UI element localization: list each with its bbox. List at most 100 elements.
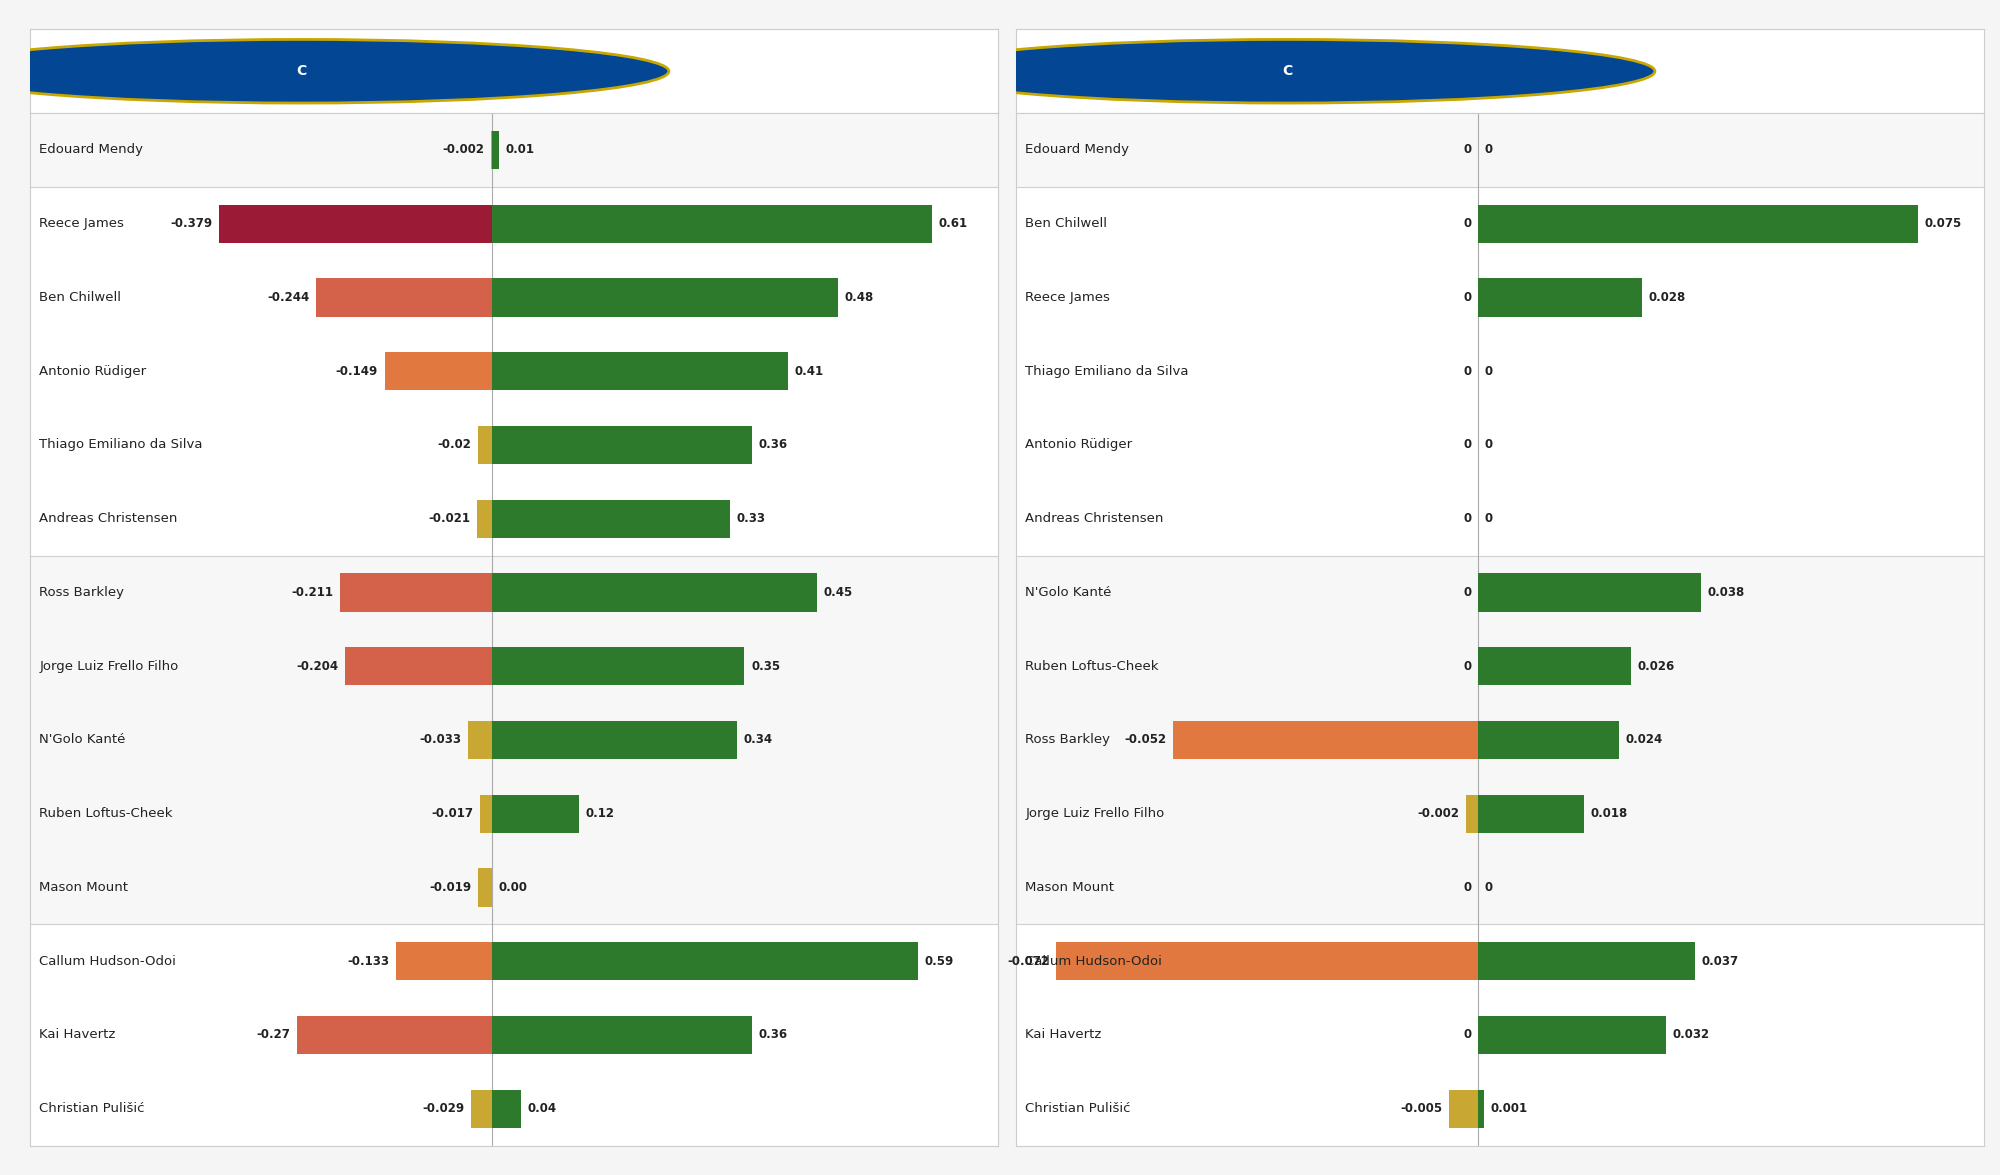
- Bar: [1478, 204, 1918, 243]
- Text: 0.61: 0.61: [938, 217, 968, 230]
- Text: Ross Barkley: Ross Barkley: [40, 586, 124, 599]
- Bar: [492, 942, 918, 980]
- Text: 0.037: 0.037: [1702, 955, 1738, 968]
- Bar: [1478, 720, 1618, 759]
- Text: -0.379: -0.379: [170, 217, 212, 230]
- Bar: [1478, 942, 1696, 980]
- Bar: [476, 499, 492, 538]
- Bar: [316, 278, 492, 316]
- Text: -0.021: -0.021: [428, 512, 470, 525]
- Bar: [1448, 1089, 1478, 1128]
- Text: 0.026: 0.026: [1638, 659, 1674, 673]
- Text: 0.36: 0.36: [758, 438, 788, 451]
- Bar: [478, 868, 492, 907]
- Text: Edouard Mendy: Edouard Mendy: [40, 143, 144, 156]
- Text: -0.033: -0.033: [420, 733, 462, 746]
- Text: xT from Dribbles: xT from Dribbles: [1046, 59, 1280, 83]
- Bar: [1466, 794, 1478, 833]
- Text: 0.00: 0.00: [498, 881, 528, 894]
- Bar: [492, 425, 752, 464]
- Text: -0.244: -0.244: [268, 291, 310, 304]
- Text: C: C: [1282, 65, 1292, 79]
- Text: -0.005: -0.005: [1400, 1102, 1442, 1115]
- Text: -0.211: -0.211: [292, 586, 334, 599]
- Text: 0.41: 0.41: [794, 364, 824, 377]
- Bar: [1478, 278, 1642, 316]
- Text: -0.149: -0.149: [336, 364, 378, 377]
- Text: Thiago Emiliano da Silva: Thiago Emiliano da Silva: [40, 438, 202, 451]
- Bar: [1016, 113, 1984, 187]
- Text: Mason Mount: Mason Mount: [1026, 881, 1114, 894]
- Text: Ruben Loftus-Cheek: Ruben Loftus-Cheek: [40, 807, 172, 820]
- Text: -0.02: -0.02: [438, 438, 470, 451]
- Text: 0: 0: [1464, 659, 1472, 673]
- Text: 0.45: 0.45: [824, 586, 852, 599]
- Bar: [1016, 556, 1984, 925]
- Text: 0: 0: [1484, 512, 1492, 525]
- Text: Reece James: Reece James: [40, 217, 124, 230]
- Text: 0: 0: [1464, 217, 1472, 230]
- Text: Kai Havertz: Kai Havertz: [1026, 1028, 1102, 1041]
- Text: 0: 0: [1464, 438, 1472, 451]
- Text: Ben Chilwell: Ben Chilwell: [40, 291, 122, 304]
- Text: Andreas Christensen: Andreas Christensen: [1026, 512, 1164, 525]
- Text: Jorge Luiz Frello Filho: Jorge Luiz Frello Filho: [40, 659, 178, 673]
- Text: Christian Pulišić: Christian Pulišić: [1026, 1102, 1130, 1115]
- Text: Ross Barkley: Ross Barkley: [1026, 733, 1110, 746]
- Bar: [1172, 720, 1478, 759]
- Text: -0.002: -0.002: [1418, 807, 1460, 820]
- Text: 0.34: 0.34: [744, 733, 772, 746]
- Text: 0.018: 0.018: [1590, 807, 1628, 820]
- Bar: [1016, 187, 1984, 556]
- Text: 0.032: 0.032: [1672, 1028, 1710, 1041]
- Text: -0.072: -0.072: [1008, 955, 1048, 968]
- Bar: [492, 1016, 752, 1054]
- Text: 0.12: 0.12: [586, 807, 614, 820]
- Text: Christian Pulišić: Christian Pulišić: [40, 1102, 144, 1115]
- Text: 0: 0: [1464, 512, 1472, 525]
- Bar: [468, 720, 492, 759]
- Text: Kai Havertz: Kai Havertz: [40, 1028, 116, 1041]
- Text: 0.075: 0.075: [1924, 217, 1962, 230]
- Bar: [340, 573, 492, 612]
- Bar: [218, 204, 492, 243]
- Text: -0.002: -0.002: [442, 143, 484, 156]
- Bar: [492, 720, 738, 759]
- Bar: [478, 425, 492, 464]
- Bar: [1478, 647, 1630, 685]
- Bar: [384, 352, 492, 390]
- Text: Antonio Rüdiger: Antonio Rüdiger: [40, 364, 146, 377]
- Text: -0.017: -0.017: [432, 807, 474, 820]
- Text: Ben Chilwell: Ben Chilwell: [1026, 217, 1108, 230]
- Text: -0.204: -0.204: [296, 659, 338, 673]
- Bar: [492, 573, 816, 612]
- Bar: [30, 187, 998, 556]
- Text: 0: 0: [1484, 438, 1492, 451]
- Bar: [298, 1016, 492, 1054]
- Text: 0.001: 0.001: [1490, 1102, 1528, 1115]
- Text: Jorge Luiz Frello Filho: Jorge Luiz Frello Filho: [1026, 807, 1164, 820]
- Text: 0: 0: [1464, 586, 1472, 599]
- Circle shape: [0, 40, 668, 103]
- Bar: [1478, 1016, 1666, 1054]
- Text: 0.35: 0.35: [752, 659, 780, 673]
- Bar: [480, 794, 492, 833]
- Text: -0.019: -0.019: [430, 881, 472, 894]
- Text: Antonio Rüdiger: Antonio Rüdiger: [1026, 438, 1132, 451]
- Bar: [492, 352, 788, 390]
- Text: Reece James: Reece James: [1026, 291, 1110, 304]
- Text: 0: 0: [1484, 881, 1492, 894]
- Bar: [30, 556, 998, 925]
- Text: 0.48: 0.48: [844, 291, 874, 304]
- Text: -0.27: -0.27: [256, 1028, 290, 1041]
- Bar: [344, 647, 492, 685]
- Bar: [30, 113, 998, 187]
- Text: 0: 0: [1464, 881, 1472, 894]
- Text: 0.038: 0.038: [1708, 586, 1744, 599]
- Text: Andreas Christensen: Andreas Christensen: [40, 512, 178, 525]
- Text: 0.33: 0.33: [736, 512, 766, 525]
- Bar: [1478, 1089, 1484, 1128]
- Text: 0.024: 0.024: [1626, 733, 1662, 746]
- Bar: [30, 925, 998, 1146]
- Text: Ruben Loftus-Cheek: Ruben Loftus-Cheek: [1026, 659, 1158, 673]
